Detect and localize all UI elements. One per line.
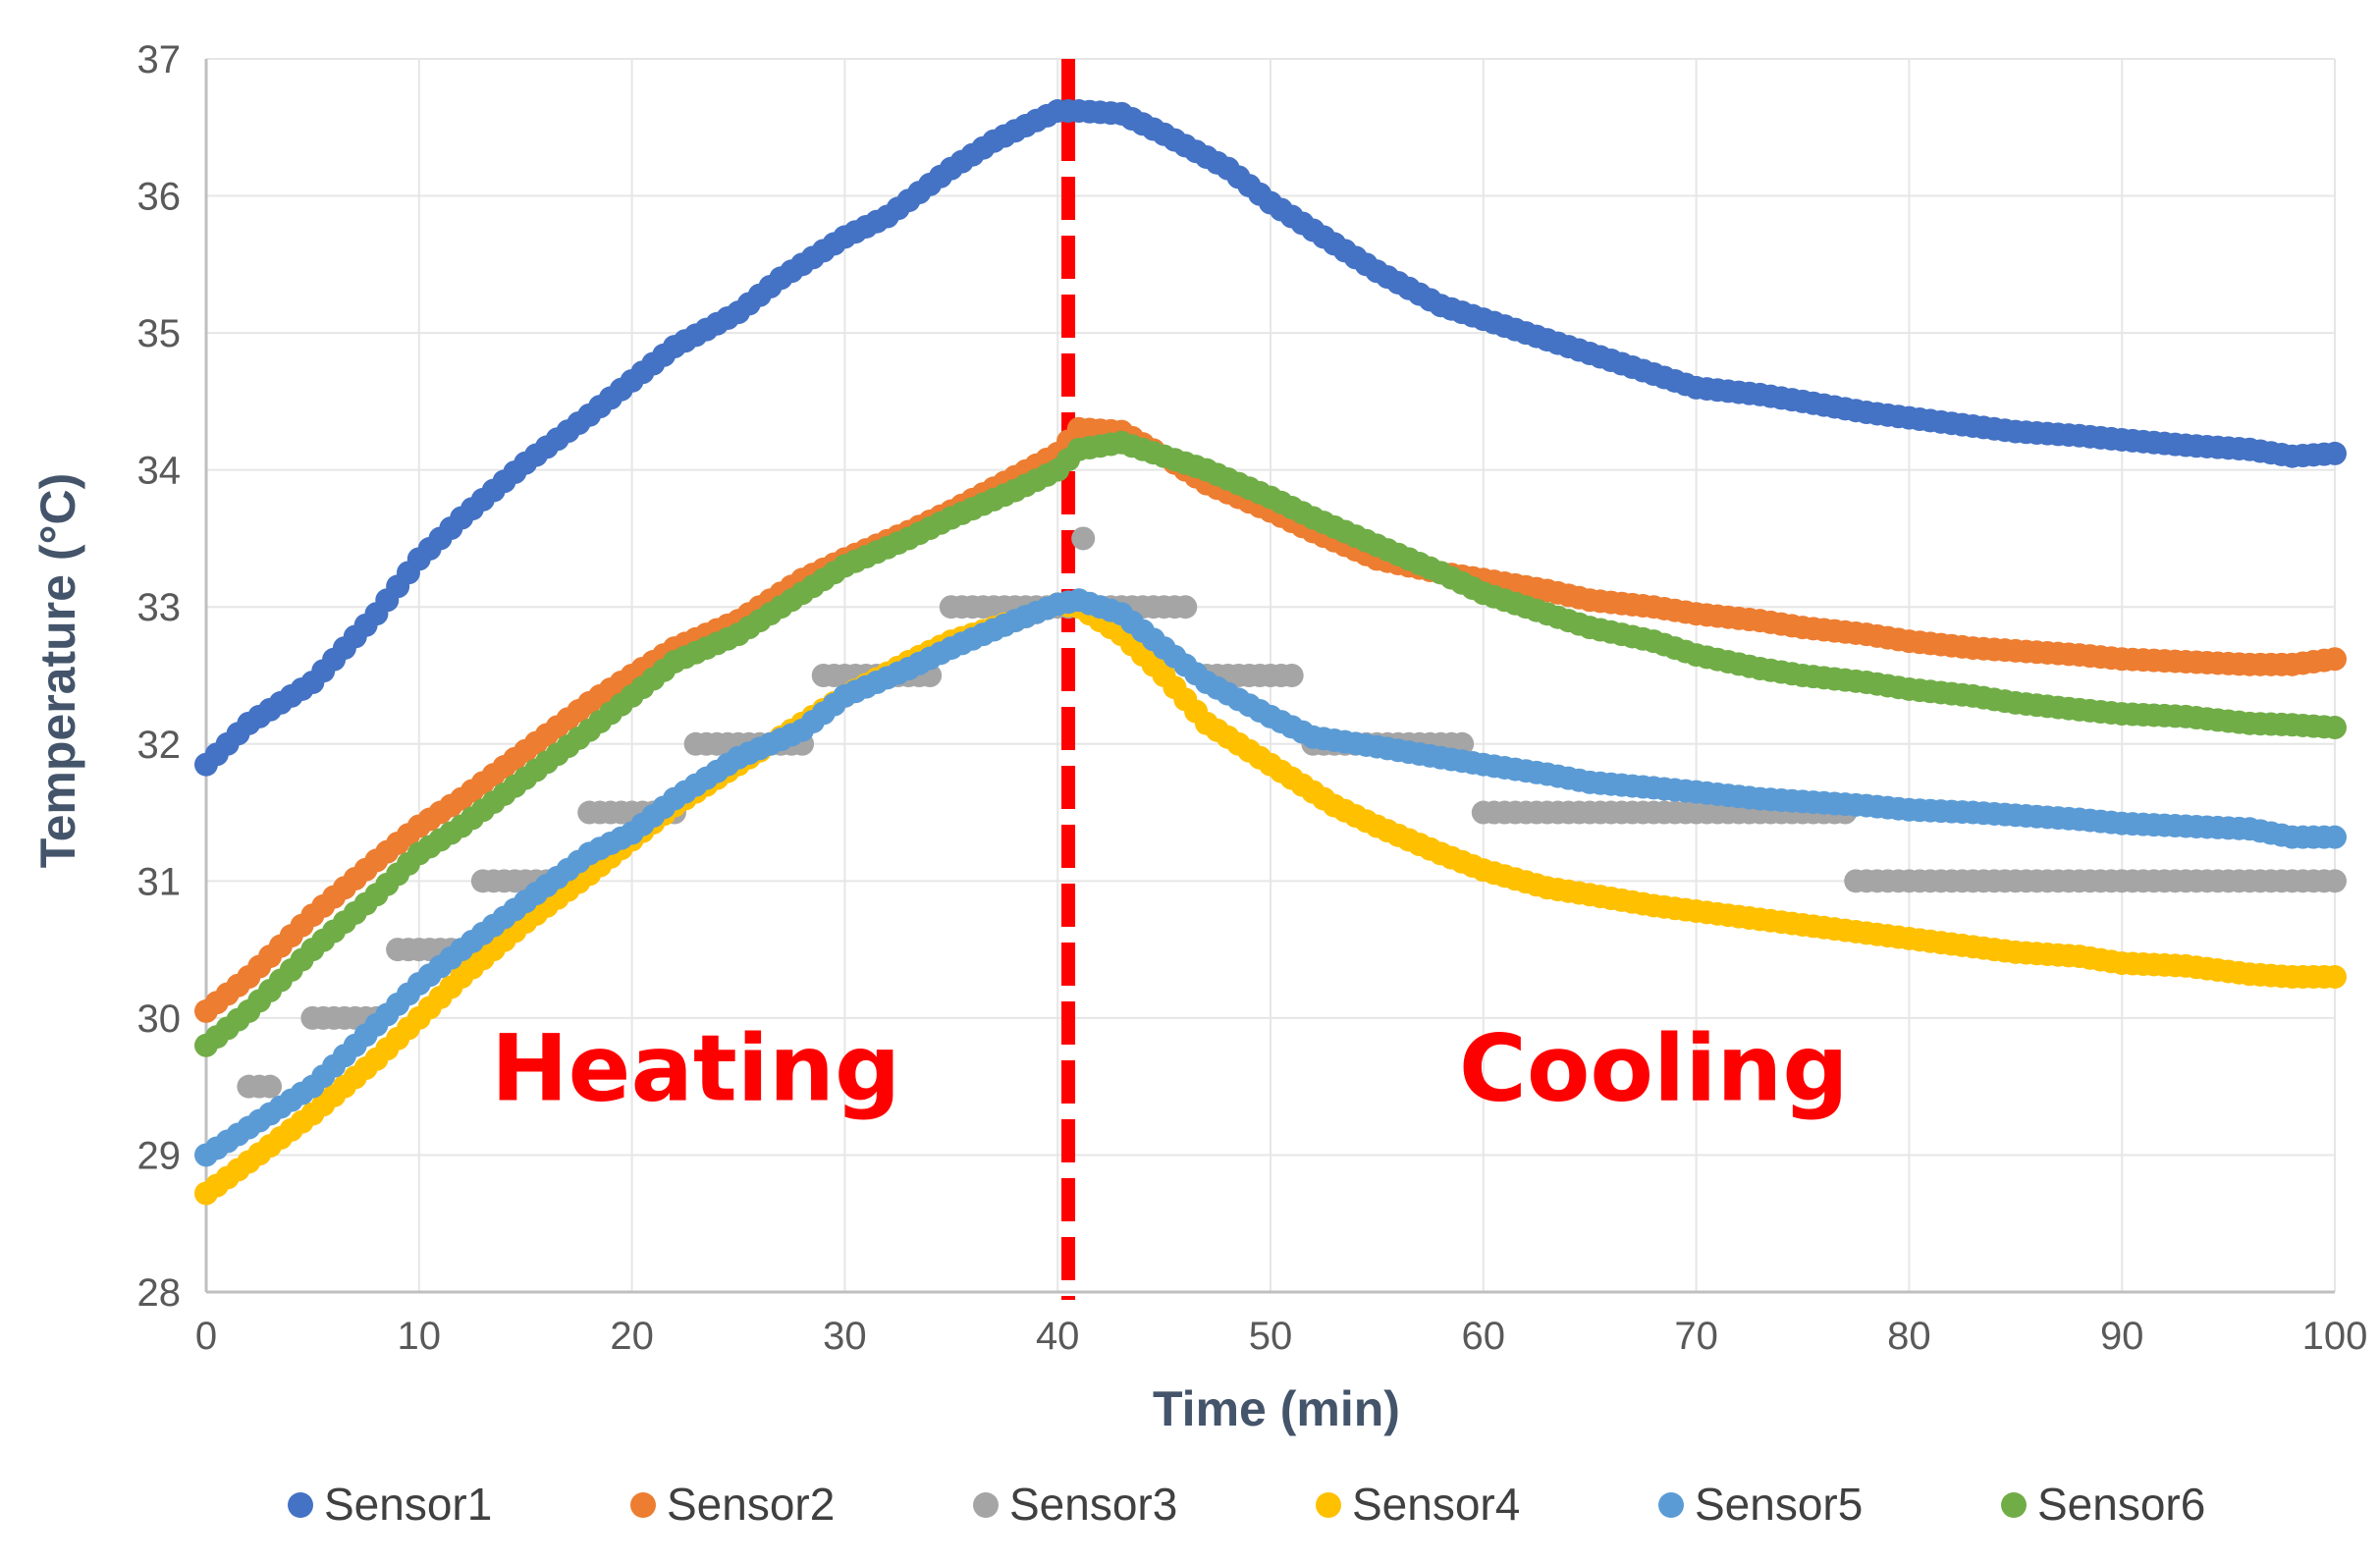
legend-label-sensor1: Sensor1 [324, 1479, 492, 1530]
data-points [194, 99, 2347, 1206]
x-tick-label: 70 [1674, 1315, 1718, 1358]
x-tick-label: 80 [1887, 1315, 1931, 1358]
legend-label-sensor4: Sensor4 [1352, 1479, 1520, 1530]
y-tick-label: 37 [137, 38, 182, 81]
legend-marker-sensor6 [2001, 1492, 2027, 1518]
legend-marker-sensor3 [973, 1492, 999, 1518]
annotation-heating: Heating [491, 1016, 900, 1123]
legend-marker-sensor4 [1316, 1492, 1341, 1518]
data-point [2323, 965, 2347, 990]
legend-marker-sensor1 [288, 1492, 313, 1518]
y-tick-label: 30 [137, 997, 182, 1041]
annotation-cooling: Cooling [1459, 1016, 1849, 1123]
legend-label-sensor2: Sensor2 [667, 1479, 835, 1530]
x-tick-label: 20 [610, 1315, 654, 1358]
x-tick-label: 50 [1249, 1315, 1293, 1358]
legend-label-sensor3: Sensor3 [1009, 1479, 1177, 1530]
legend-label-sensor6: Sensor6 [2037, 1479, 2205, 1530]
y-axis-title: Temperature (°C) [30, 473, 85, 868]
x-tick-label: 10 [398, 1315, 442, 1358]
y-tick-label: 32 [137, 724, 182, 767]
y-tick-label: 33 [137, 586, 182, 629]
y-tick-label: 31 [137, 860, 182, 903]
data-point [258, 1074, 283, 1099]
data-point [2323, 441, 2347, 465]
x-tick-label: 60 [1462, 1315, 1506, 1358]
series-sensor5 [194, 588, 2347, 1167]
series-sensor3 [237, 526, 2347, 1099]
x-tick-label: 30 [823, 1315, 867, 1358]
data-point [2323, 647, 2347, 672]
annotations: Heating Cooling [491, 1016, 1849, 1123]
x-tick-label: 90 [2100, 1315, 2144, 1358]
y-tick-label: 28 [137, 1271, 182, 1315]
data-point [2323, 825, 2347, 849]
data-point [1279, 664, 1304, 687]
tick-labels: 0 10 20 30 40 50 60 70 80 90 100 28 29 30 31 32 33 34 35 36… [137, 38, 2368, 1358]
legend-label-sensor5: Sensor5 [1695, 1479, 1863, 1530]
y-tick-label: 35 [137, 312, 182, 355]
series-sensor6 [194, 430, 2347, 1057]
x-tick-label: 100 [2302, 1315, 2368, 1358]
data-point [1071, 526, 1096, 551]
legend-marker-sensor5 [1658, 1492, 1684, 1518]
data-point [2323, 869, 2347, 893]
axes [204, 59, 2335, 1294]
legend: Sensor1 Sensor2 Sensor3 Sensor4 Sensor5 Senso… [288, 1479, 2205, 1530]
y-tick-label: 36 [137, 176, 182, 219]
data-point [1173, 595, 1198, 620]
y-tick-label: 29 [137, 1134, 182, 1177]
y-tick-label: 34 [137, 450, 182, 493]
x-tick-label: 40 [1036, 1315, 1080, 1358]
x-tick-label: 0 [195, 1315, 217, 1358]
x-axis-title: Time (min) [1153, 1381, 1400, 1436]
series-sensor1 [194, 99, 2347, 777]
legend-marker-sensor2 [630, 1492, 656, 1518]
data-point [2323, 716, 2347, 740]
